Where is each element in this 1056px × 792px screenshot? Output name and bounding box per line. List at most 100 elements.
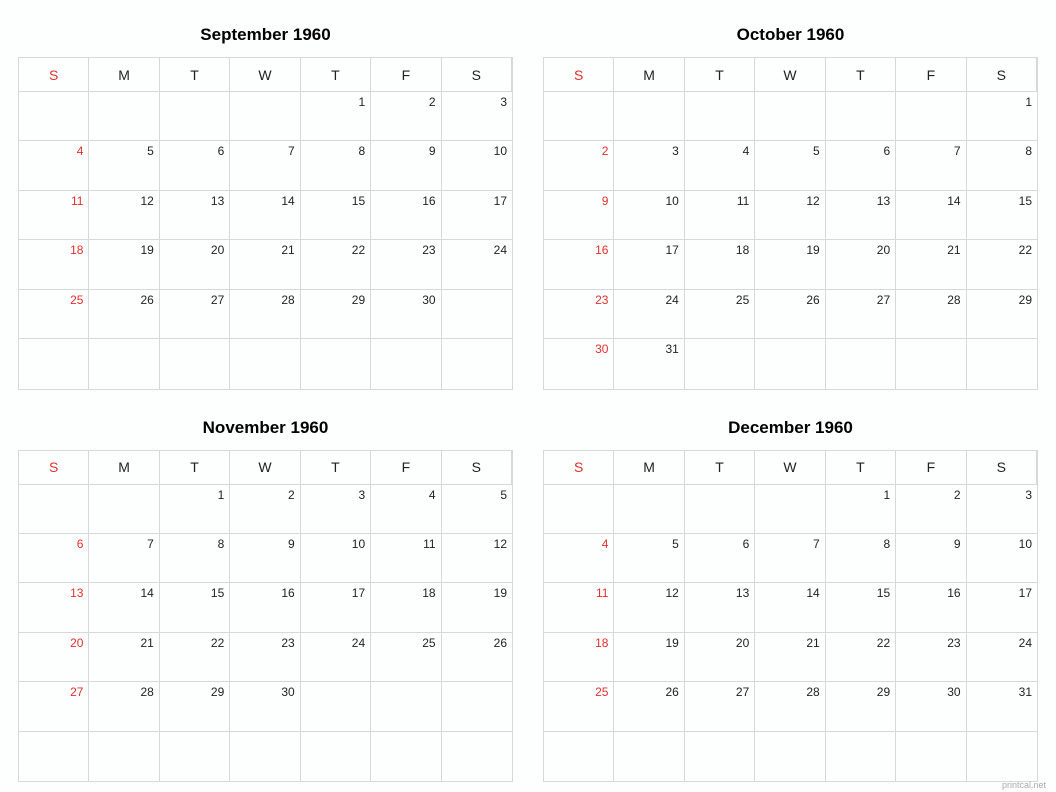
- date-number: 16: [281, 586, 294, 600]
- date-number: 5: [500, 488, 507, 502]
- date-cell: 2: [896, 485, 966, 534]
- date-cell: [371, 732, 441, 781]
- date-cell: 9: [230, 534, 300, 583]
- date-number: 9: [288, 537, 295, 551]
- date-number: 15: [1019, 194, 1032, 208]
- date-cell: [826, 92, 896, 141]
- date-cell: 8: [967, 141, 1037, 190]
- date-number: 17: [352, 586, 365, 600]
- month-title: September 1960: [18, 25, 513, 45]
- date-number: 5: [672, 537, 679, 551]
- date-cell: 18: [371, 583, 441, 632]
- date-cell: 8: [826, 534, 896, 583]
- date-number: 9: [429, 144, 436, 158]
- date-cell: 28: [230, 290, 300, 339]
- date-number: 11: [71, 194, 83, 208]
- date-cell: [544, 485, 614, 534]
- date-cell: 1: [826, 485, 896, 534]
- date-number: 23: [281, 636, 294, 650]
- date-cell: [685, 339, 755, 388]
- calendar-grid: September 1960SMTWTFS1234567891011121314…: [18, 25, 1038, 782]
- date-cell: 6: [19, 534, 89, 583]
- date-cell: 26: [89, 290, 159, 339]
- date-cell: 3: [967, 485, 1037, 534]
- date-number: 3: [1025, 488, 1032, 502]
- day-header: W: [230, 451, 300, 485]
- date-cell: 23: [544, 290, 614, 339]
- date-cell: 21: [896, 240, 966, 289]
- date-number: 23: [595, 293, 608, 307]
- date-cell: 27: [19, 682, 89, 731]
- date-number: 13: [736, 586, 749, 600]
- date-cell: 17: [301, 583, 371, 632]
- date-number: 25: [422, 636, 435, 650]
- date-cell: 5: [614, 534, 684, 583]
- date-cell: [896, 339, 966, 388]
- date-cell: 12: [442, 534, 512, 583]
- date-number: 23: [947, 636, 960, 650]
- date-number: 2: [429, 95, 436, 109]
- date-cell: 8: [301, 141, 371, 190]
- date-cell: 13: [826, 191, 896, 240]
- date-cell: [755, 92, 825, 141]
- date-cell: 20: [160, 240, 230, 289]
- date-cell: 22: [301, 240, 371, 289]
- date-number: 10: [494, 144, 507, 158]
- date-number: 25: [736, 293, 749, 307]
- date-number: 28: [140, 685, 153, 699]
- date-cell: 26: [755, 290, 825, 339]
- date-cell: 22: [967, 240, 1037, 289]
- date-cell: 6: [826, 141, 896, 190]
- day-header: S: [442, 58, 512, 92]
- month-table: SMTWTFS123456789101112131415161718192021…: [543, 57, 1038, 390]
- date-number: 15: [211, 586, 224, 600]
- date-cell: 12: [614, 583, 684, 632]
- date-number: 8: [358, 144, 365, 158]
- date-cell: [442, 290, 512, 339]
- date-cell: 21: [230, 240, 300, 289]
- date-number: 17: [494, 194, 507, 208]
- month-table: SMTWTFS123456789101112131415161718192021…: [543, 450, 1038, 783]
- date-cell: 14: [89, 583, 159, 632]
- date-number: 20: [736, 636, 749, 650]
- date-number: 12: [140, 194, 153, 208]
- date-cell: 15: [301, 191, 371, 240]
- month-title: October 1960: [543, 25, 1038, 45]
- date-cell: 23: [896, 633, 966, 682]
- date-number: 3: [358, 488, 365, 502]
- date-cell: [301, 682, 371, 731]
- day-header: S: [967, 451, 1037, 485]
- date-number: 2: [954, 488, 961, 502]
- date-cell: 28: [755, 682, 825, 731]
- date-number: 26: [494, 636, 507, 650]
- date-cell: 4: [544, 534, 614, 583]
- date-cell: 30: [544, 339, 614, 388]
- date-cell: [19, 485, 89, 534]
- date-number: 12: [806, 194, 819, 208]
- date-number: 10: [352, 537, 365, 551]
- date-cell: 28: [896, 290, 966, 339]
- date-number: 17: [665, 243, 678, 257]
- date-number: 27: [877, 293, 890, 307]
- date-cell: [89, 92, 159, 141]
- date-cell: 3: [301, 485, 371, 534]
- date-cell: [685, 485, 755, 534]
- day-header: T: [160, 58, 230, 92]
- date-number: 31: [665, 342, 678, 356]
- day-header: M: [89, 451, 159, 485]
- day-header: F: [896, 451, 966, 485]
- date-cell: 2: [371, 92, 441, 141]
- date-number: 14: [140, 586, 153, 600]
- date-cell: 18: [19, 240, 89, 289]
- date-number: 19: [806, 243, 819, 257]
- date-cell: 30: [230, 682, 300, 731]
- date-number: 28: [281, 293, 294, 307]
- date-cell: 22: [160, 633, 230, 682]
- date-number: 6: [743, 537, 750, 551]
- date-cell: 12: [89, 191, 159, 240]
- date-cell: 2: [544, 141, 614, 190]
- day-header: T: [826, 58, 896, 92]
- date-cell: 13: [160, 191, 230, 240]
- date-number: 29: [211, 685, 224, 699]
- date-number: 21: [281, 243, 294, 257]
